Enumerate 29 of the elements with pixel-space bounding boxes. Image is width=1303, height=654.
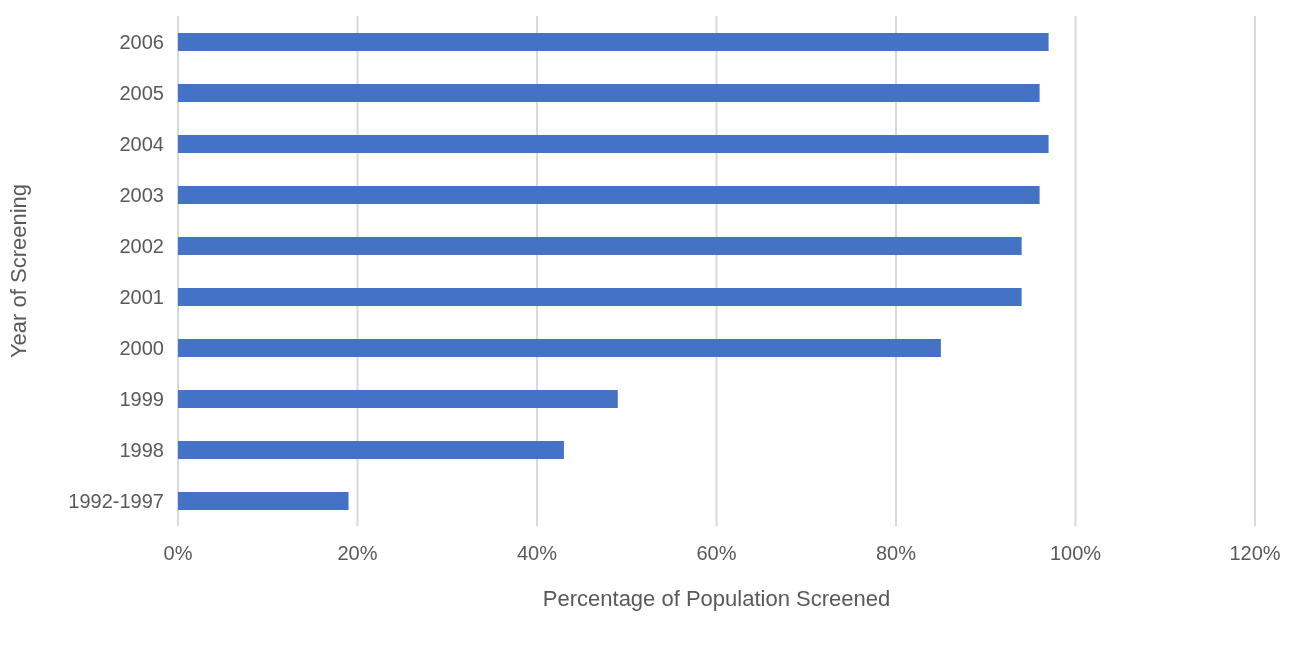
y-axis-title: Year of Screening [5, 183, 31, 359]
bar [178, 492, 349, 510]
bar [178, 390, 618, 408]
y-tick-label: 2003 [119, 183, 164, 206]
bar [178, 33, 1049, 51]
bar [178, 186, 1040, 204]
x-tick-label: 100% [1049, 542, 1102, 565]
y-tick-label: 2006 [119, 30, 164, 53]
y-tick-label: 2001 [119, 285, 164, 308]
x-tick-label: 60% [696, 542, 737, 565]
y-tick-label: 2002 [119, 234, 164, 257]
x-tick-label: 40% [516, 542, 558, 565]
x-tick-label: 20% [337, 542, 378, 565]
y-tick-label: 2005 [119, 81, 164, 104]
y-tick-label: 1998 [119, 438, 164, 461]
bar [178, 288, 1022, 306]
y-tick-label: 1992-1997 [68, 489, 164, 512]
bar [178, 237, 1022, 255]
bar [178, 84, 1040, 102]
y-tick-label: 2000 [119, 336, 164, 359]
bar [178, 339, 941, 357]
x-tick-label: 120% [1229, 542, 1281, 565]
bar [178, 441, 564, 459]
bar [178, 135, 1049, 153]
x-axis-title: Percentage of Population Screened [542, 586, 891, 611]
y-tick-label: 2004 [119, 132, 164, 155]
y-tick-label: 1999 [119, 387, 164, 410]
x-tick-label: 0% [163, 542, 193, 565]
x-tick-label: 80% [875, 542, 917, 565]
